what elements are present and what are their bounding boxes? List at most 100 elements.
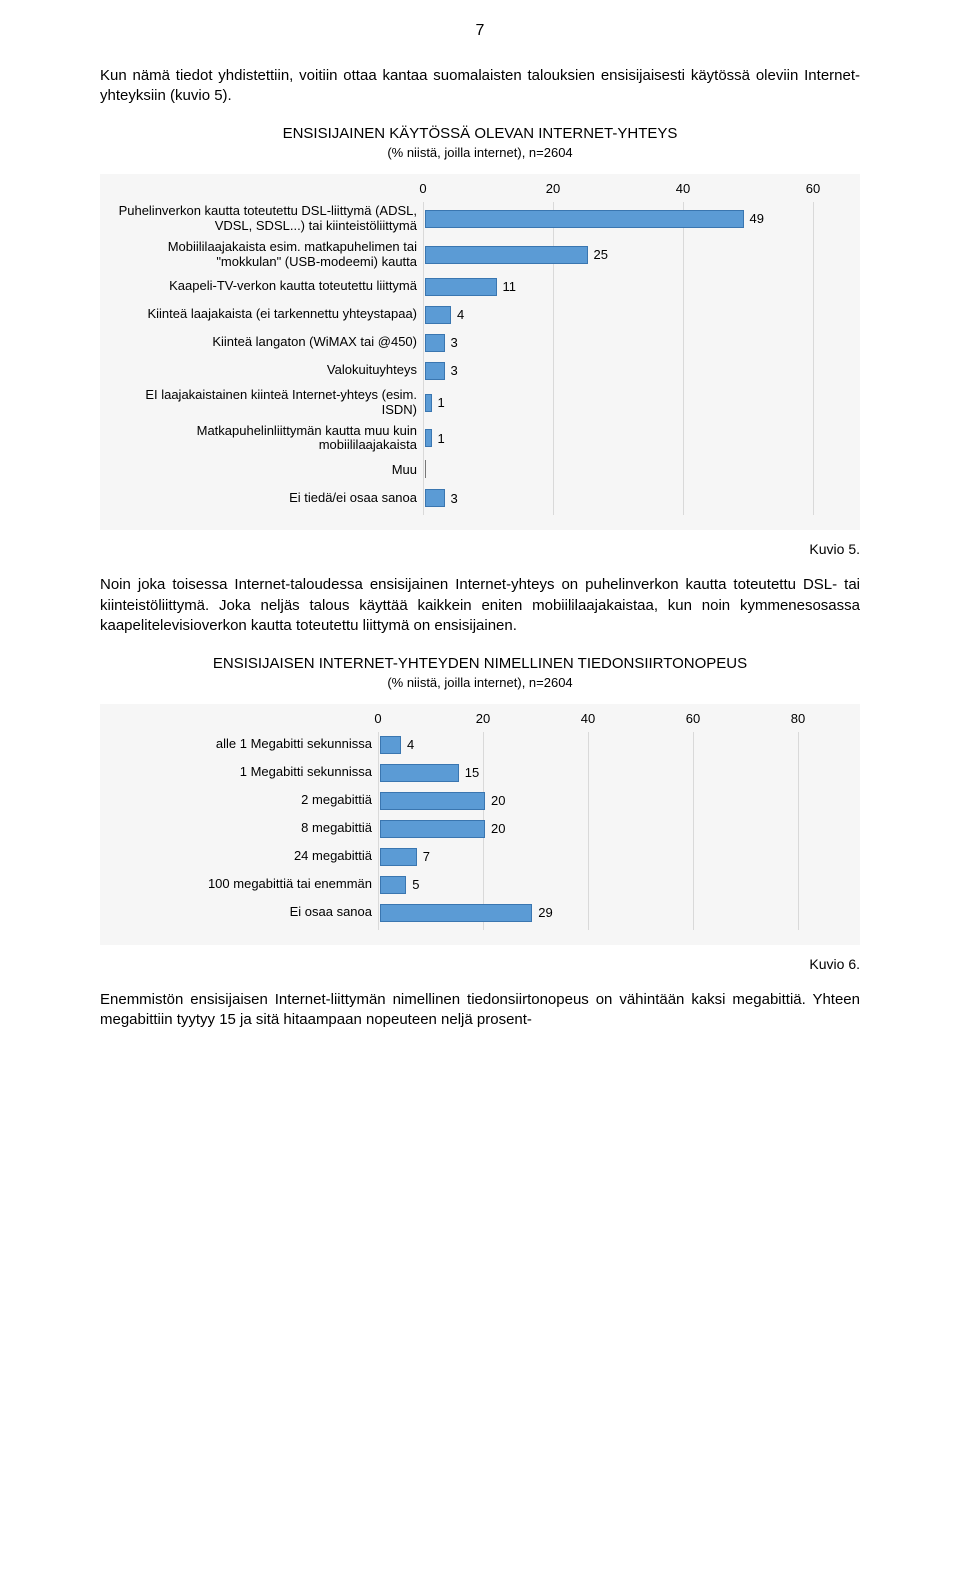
chart-bar-zone: 4 <box>380 735 800 755</box>
chart-bar <box>425 429 432 447</box>
chart-bar-value: 20 <box>491 821 505 836</box>
chart-bar-zero <box>425 460 426 478</box>
page-number: 7 <box>100 20 860 42</box>
chart-row: 8 megabittiä 20 <box>110 818 850 840</box>
chart-row-label: Puhelinverkon kautta toteutettu DSL-liit… <box>110 204 425 234</box>
axis-tick-label: 20 <box>546 180 560 198</box>
chart-bar <box>380 904 532 922</box>
chart-row-label: 100 megabittiä tai enemmän <box>110 877 380 892</box>
chart-row: Matkapuhelinliittymän kautta muu kuin mo… <box>110 424 850 454</box>
chart-row-label: Ei osaa sanoa <box>110 905 380 920</box>
chart-bar-value: 20 <box>491 793 505 808</box>
chart-bar <box>380 820 485 838</box>
chart-bar-value: 1 <box>438 395 445 410</box>
axis-tick-label: 0 <box>419 180 426 198</box>
chart-1-title-sub: (% niistä, joilla internet), n=2604 <box>100 144 860 162</box>
chart-2-title: ENSISIJAISEN INTERNET-YHTEYDEN NIMELLINE… <box>100 654 860 692</box>
chart-bar <box>380 736 401 754</box>
grid-line <box>423 202 424 516</box>
chart-bar <box>425 362 445 380</box>
chart-1-title-main: ENSISIJAINEN KÄYTÖSSÄ OLEVAN INTERNET-YH… <box>100 124 860 144</box>
axis-tick-label: 60 <box>806 180 820 198</box>
chart-bar-zone: 3 <box>425 488 815 508</box>
chart-bar-value: 3 <box>451 363 458 378</box>
chart-row: 2 megabittiä 20 <box>110 790 850 812</box>
end-paragraph: Enemmistön ensisijaisen Internet-liittym… <box>100 990 860 1031</box>
chart-bar-value: 4 <box>407 737 414 752</box>
chart-bar <box>380 876 406 894</box>
chart-bar-value: 5 <box>412 877 419 892</box>
chart-row: EI laajakaistainen kiinteä Internet-yhte… <box>110 388 850 418</box>
intro-paragraph: Kun nämä tiedot yhdistettiin, voitiin ot… <box>100 66 860 107</box>
chart-bar-zone: 20 <box>380 791 800 811</box>
chart-1-plot: 0 20 40 60 Puhelinverkon kautta toteutettu D… <box>100 174 860 531</box>
chart-row-label: Mobiililaajakaista esim. matkapuhelimen … <box>110 240 425 270</box>
chart-bar-zone: 20 <box>380 819 800 839</box>
chart-bar <box>425 489 445 507</box>
chart-bar-value: 15 <box>465 765 479 780</box>
chart-row: Kiinteä langaton (WiMAX tai @450) 3 <box>110 332 850 354</box>
chart-2-plot: 0 20 40 60 80 alle 1 Megabitti sekunnissa 4 1 M… <box>100 704 860 945</box>
chart-bar-zone: 15 <box>380 763 800 783</box>
chart-bar-zone: 1 <box>425 393 815 413</box>
chart-2: ENSISIJAISEN INTERNET-YHTEYDEN NIMELLINE… <box>100 654 860 945</box>
chart-bar <box>425 210 744 228</box>
chart-bar-value: 4 <box>457 307 464 322</box>
chart-bar-value: 1 <box>438 431 445 446</box>
mid-paragraph: Noin joka toisessa Internet-taloudessa e… <box>100 575 860 636</box>
chart-bar-value: 25 <box>594 247 608 262</box>
chart-row-label: Kaapeli-TV-verkon kautta toteutettu liit… <box>110 279 425 294</box>
chart-row: Ei osaa sanoa 29 <box>110 902 850 924</box>
chart-bar <box>425 278 497 296</box>
chart-row: Puhelinverkon kautta toteutettu DSL-liit… <box>110 204 850 234</box>
chart-row-label: 2 megabittiä <box>110 793 380 808</box>
chart-bar <box>425 394 432 412</box>
chart-row: Kiinteä laajakaista (ei tarkennettu yhte… <box>110 304 850 326</box>
chart-bar-zone: 11 <box>425 277 815 297</box>
chart-row: Valokuituyhteys 3 <box>110 360 850 382</box>
chart-row-label: Valokuituyhteys <box>110 363 425 378</box>
chart-row: 1 Megabitti sekunnissa15 <box>110 762 850 784</box>
chart-bar-value: 3 <box>451 491 458 506</box>
axis-tick-label: 60 <box>686 710 700 728</box>
chart-bar-zone: 5 <box>380 875 800 895</box>
chart-bar-zone: 3 <box>425 361 815 381</box>
chart-row-label: Ei tiedä/ei osaa sanoa <box>110 491 425 506</box>
chart-row-label: EI laajakaistainen kiinteä Internet-yhte… <box>110 388 425 418</box>
grid-line <box>378 732 379 930</box>
chart-bar-zone: 4 <box>425 305 815 325</box>
chart-row-label: alle 1 Megabitti sekunnissa <box>110 737 380 752</box>
chart-1: ENSISIJAINEN KÄYTÖSSÄ OLEVAN INTERNET-YH… <box>100 124 860 530</box>
chart-bar-zone: 29 <box>380 903 800 923</box>
chart-bar-zone: 25 <box>425 245 815 265</box>
chart-bar <box>425 246 588 264</box>
chart-row-label: Kiinteä laajakaista (ei tarkennettu yhte… <box>110 307 425 322</box>
chart-row: Muu <box>110 459 850 481</box>
chart-row-label: 8 megabittiä <box>110 821 380 836</box>
chart-bar-value: 11 <box>503 279 517 294</box>
chart-row: Ei tiedä/ei osaa sanoa 3 <box>110 487 850 509</box>
axis-tick-label: 80 <box>791 710 805 728</box>
chart-row: 24 megabittiä7 <box>110 846 850 868</box>
chart-bar-zone: 1 <box>425 428 815 448</box>
chart-bar-zone <box>425 460 815 480</box>
chart-row: Kaapeli-TV-verkon kautta toteutettu liit… <box>110 276 850 298</box>
chart-bar <box>380 792 485 810</box>
chart-bar-zone: 49 <box>425 209 815 229</box>
chart-2-title-main: ENSISIJAISEN INTERNET-YHTEYDEN NIMELLINE… <box>100 654 860 674</box>
chart-bar-zone: 7 <box>380 847 800 867</box>
chart-row-label: Kiinteä langaton (WiMAX tai @450) <box>110 335 425 350</box>
chart-1-caption: Kuvio 5. <box>100 540 860 559</box>
chart-bar-value: 3 <box>451 335 458 350</box>
chart-row-label: Muu <box>110 463 425 478</box>
chart-bar <box>380 764 459 782</box>
axis-tick-label: 20 <box>476 710 490 728</box>
chart-row: Mobiililaajakaista esim. matkapuhelimen … <box>110 240 850 270</box>
chart-bar <box>425 306 451 324</box>
axis-tick-label: 0 <box>374 710 381 728</box>
axis-tick-label: 40 <box>581 710 595 728</box>
chart-bar-value: 29 <box>538 905 552 920</box>
chart-bar-value: 49 <box>750 211 764 226</box>
chart-bar <box>425 334 445 352</box>
axis-tick-label: 40 <box>676 180 690 198</box>
